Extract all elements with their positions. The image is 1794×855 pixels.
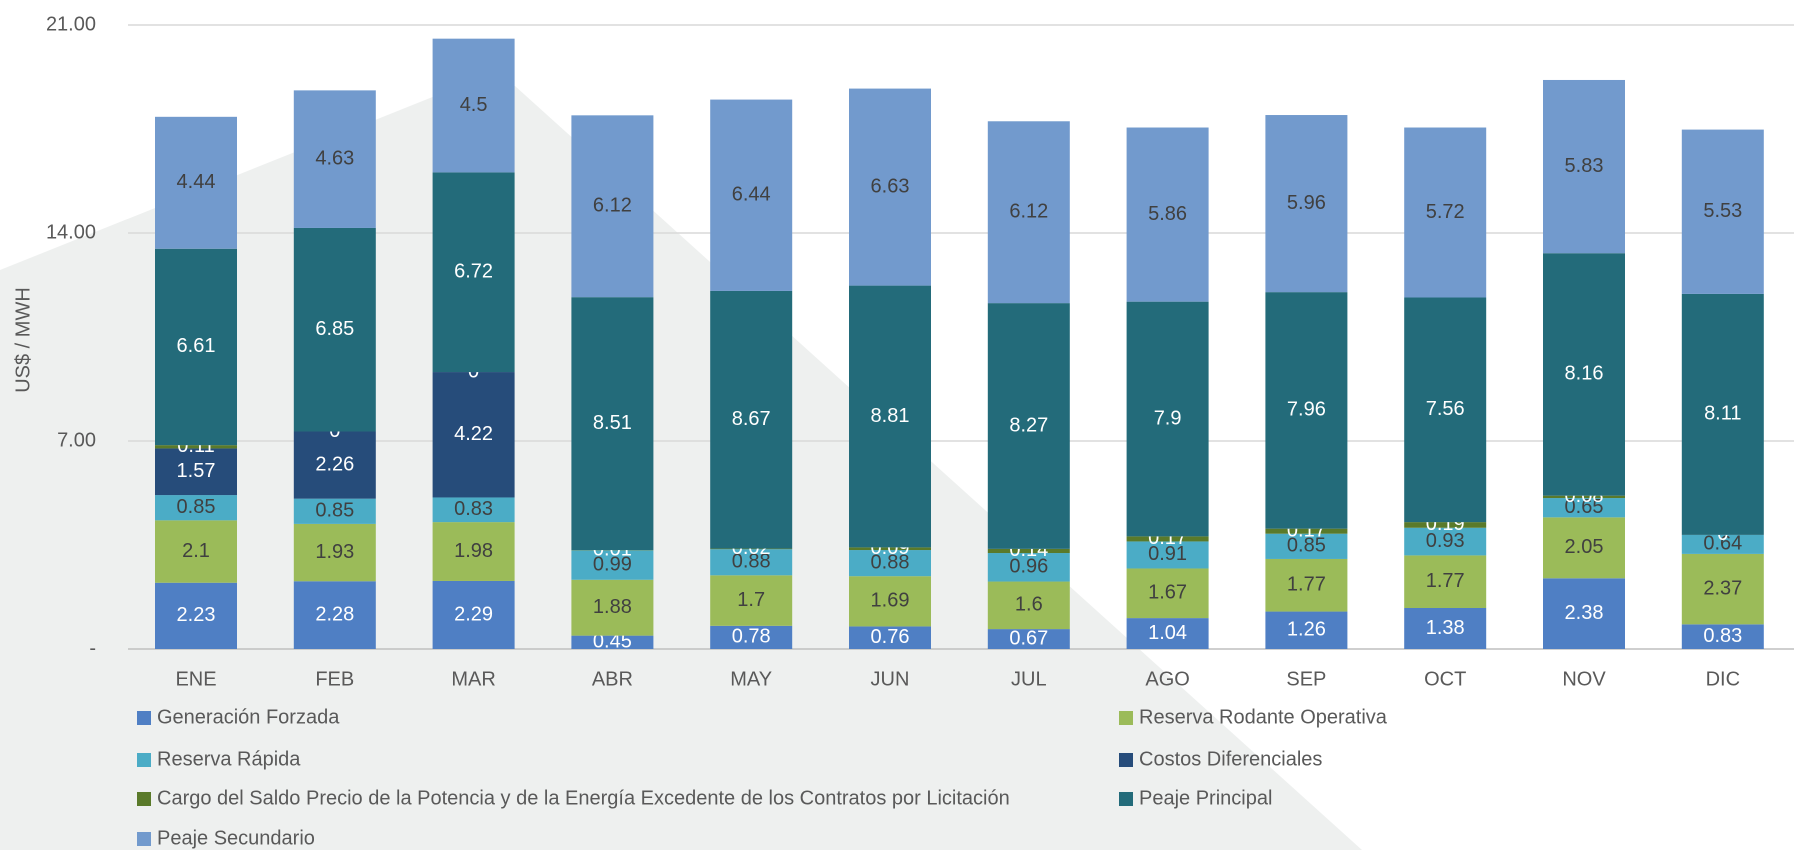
legend-label: Reserva Rápida [157,748,301,770]
data-label: 1.6 [1015,594,1043,616]
data-label: 7.9 [1154,407,1182,429]
data-label: 1.88 [593,596,632,618]
legend-swatch [137,753,151,767]
legend-label: Cargo del Saldo Precio de la Potencia y … [157,787,1010,809]
data-label: 0.78 [732,626,771,648]
data-label: 2.26 [315,453,354,475]
data-label: 1.38 [1426,617,1465,639]
data-label: 2.38 [1565,602,1604,624]
data-label: 2.1 [182,540,210,562]
data-label: 1.77 [1287,574,1326,596]
x-tick-label: ENE [175,668,216,690]
data-label: 8.11 [1704,403,1741,425]
data-label: 6.61 [177,335,216,357]
legend-swatch [1119,711,1133,725]
data-label: 1.69 [871,590,910,612]
x-tick-label: JUN [871,668,910,690]
x-tick-label: FEB [315,668,354,690]
data-label: 4.44 [177,171,216,193]
x-tick-label: NOV [1562,668,1606,690]
data-label: 8.27 [1009,414,1048,436]
data-label: 7.96 [1287,399,1326,421]
legend-label: Peaje Secundario [157,827,315,849]
data-label: 6.63 [871,175,910,197]
data-label: 0.85 [177,496,216,518]
data-label: 0.76 [871,626,910,648]
legend-swatch [1119,753,1133,767]
x-tick-label: SEP [1286,668,1326,690]
y-tick-label: 7.00 [57,429,96,451]
x-tick-label: JUL [1011,668,1047,690]
data-label: 1.04 [1148,622,1187,644]
data-label: 6.12 [1009,200,1048,222]
data-label: 6.12 [593,195,632,217]
data-label: 5.72 [1426,201,1465,223]
data-label: 6.72 [454,261,493,283]
legend-swatch [137,792,151,806]
x-tick-label: OCT [1424,668,1466,690]
x-tick-label: MAR [451,668,495,690]
data-label: 4.63 [315,147,354,169]
data-label: 1.67 [1148,582,1187,604]
data-label: 1.98 [454,540,493,562]
x-tick-label: ABR [592,668,633,690]
data-label: 0.67 [1009,627,1048,649]
data-label: 5.83 [1565,155,1604,177]
y-tick-label: - [89,637,96,659]
data-label: 4.5 [460,94,488,116]
data-label: 1.57 [177,460,216,482]
data-label: 6.85 [315,318,354,340]
legend-swatch [1119,792,1133,806]
data-label: 8.67 [732,408,771,430]
data-label: 8.16 [1565,363,1604,385]
y-axis-label: US$ / MWH [12,287,34,393]
data-label: 5.53 [1703,200,1742,222]
data-label: 1.7 [737,589,765,611]
legend-swatch [137,711,151,725]
data-label: 7.56 [1426,398,1465,420]
legend-label: Peaje Principal [1139,787,1272,809]
data-label: 1.93 [315,541,354,563]
data-label: 0.85 [315,500,354,522]
data-label: 5.86 [1148,203,1187,225]
data-label: 2.28 [315,603,354,625]
y-tick-label: 21.00 [46,13,96,35]
data-label: 2.05 [1565,536,1604,558]
data-label: 1.77 [1426,570,1465,592]
x-tick-label: DIC [1706,668,1740,690]
data-label: 4.22 [454,423,493,445]
legend-swatch [137,832,151,846]
legend-label: Generación Forzada [157,706,340,728]
x-tick-label: AGO [1145,668,1189,690]
legend-label: Reserva Rodante Operativa [1139,706,1388,728]
data-label: 0.83 [1703,625,1742,647]
data-label: 2.29 [454,603,493,625]
x-tick-label: MAY [730,668,772,690]
data-label: 1.26 [1287,619,1326,641]
data-label: 8.81 [871,405,910,427]
data-label: 2.37 [1703,577,1742,599]
data-label: 2.23 [177,604,216,626]
data-label: 6.44 [732,184,771,206]
data-label: 5.96 [1287,192,1326,214]
data-label: 0.83 [454,498,493,520]
data-label: 8.51 [593,412,632,434]
y-tick-label: 14.00 [46,221,96,243]
legend-label: Costos Diferenciales [1139,748,1322,770]
